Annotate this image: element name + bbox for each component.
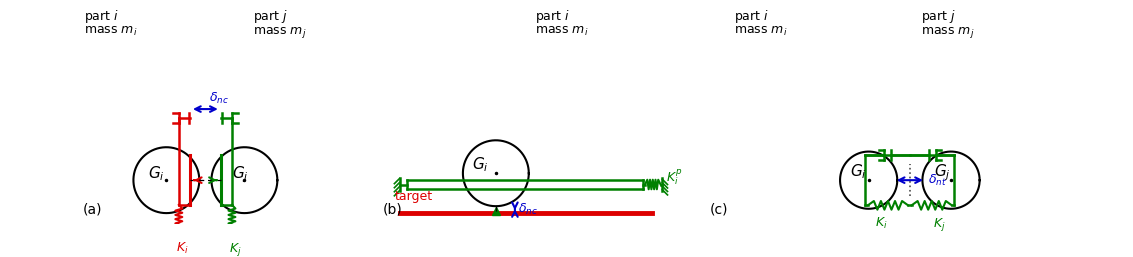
Text: $K_i$: $K_i$ — [875, 216, 887, 231]
Text: part $i$: part $i$ — [535, 8, 570, 25]
Text: $K_i$: $K_i$ — [176, 241, 188, 256]
Text: part $j$: part $j$ — [921, 8, 956, 25]
Text: mass $m_j$: mass $m_j$ — [253, 25, 307, 40]
Text: target: target — [394, 190, 433, 203]
Text: mass $m_i$: mass $m_i$ — [734, 25, 787, 38]
Text: (a): (a) — [83, 202, 102, 216]
Text: (c): (c) — [710, 202, 729, 216]
Text: (b): (b) — [383, 202, 403, 216]
Text: $\delta_{nc}$: $\delta_{nc}$ — [208, 90, 229, 106]
Text: part $i$: part $i$ — [84, 8, 119, 25]
Text: $K_j$: $K_j$ — [229, 241, 241, 257]
Text: $G_i$: $G_i$ — [850, 163, 867, 181]
Text: $G_i$: $G_i$ — [147, 164, 164, 183]
Text: mass $m_j$: mass $m_j$ — [921, 25, 974, 40]
Text: $K_i^p$: $K_i^p$ — [666, 167, 682, 187]
Text: $\delta_{nc}$: $\delta_{nc}$ — [518, 202, 537, 217]
Text: mass $m_i$: mass $m_i$ — [535, 25, 588, 38]
Text: $K_j$: $K_j$ — [932, 216, 945, 233]
Text: $G_j$: $G_j$ — [231, 164, 248, 185]
Text: part $i$: part $i$ — [734, 8, 769, 25]
Text: $G_i$: $G_i$ — [471, 156, 488, 175]
Text: part $j$: part $j$ — [253, 8, 288, 25]
Text: mass $m_i$: mass $m_i$ — [84, 25, 137, 38]
Text: $\delta_{nt}$: $\delta_{nt}$ — [928, 173, 947, 188]
Text: $G_j$: $G_j$ — [934, 163, 951, 183]
